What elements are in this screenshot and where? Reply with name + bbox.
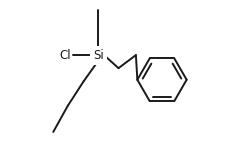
Text: Cl: Cl <box>59 49 71 62</box>
Text: Si: Si <box>93 49 104 62</box>
